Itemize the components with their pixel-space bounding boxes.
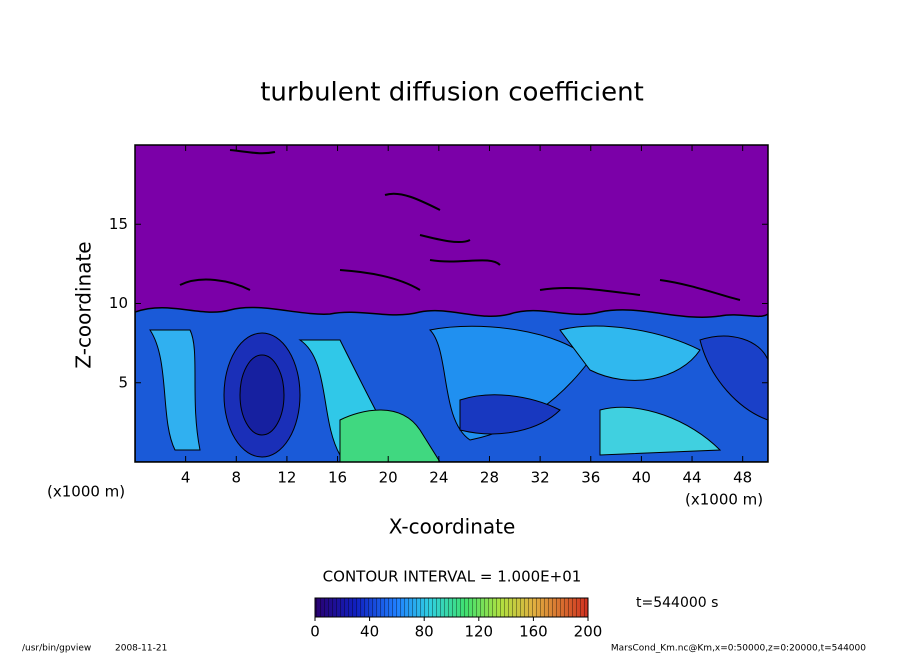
x-tick-label: 40 [632,469,651,487]
x-axis-label: X-coordinate [389,515,516,539]
y-axis-label: Z-coordinate [72,241,96,368]
colorbar-frame [314,597,589,618]
x-axis-unit: (x1000 m) [685,491,763,509]
time-label: t=544000 s [636,595,718,611]
x-tick-label: 28 [480,469,499,487]
chart-title: turbulent diffusion coefficient [260,78,644,108]
y-tick-label: 10 [109,294,128,312]
footer-date: 2008-11-21 [115,644,167,654]
x-tick-label: 44 [682,469,701,487]
colorbar-tick-label: 40 [360,623,379,641]
footer-source: MarsCond_Km.nc@Km,x=0:50000,z=0:20000,t=… [611,644,866,654]
y-axis-unit: (x1000 m) [47,483,125,501]
x-tick-label: 16 [328,469,347,487]
x-tick-label: 24 [429,469,448,487]
colorbar-tick-label: 80 [415,623,434,641]
x-tick-label: 36 [581,469,600,487]
colorbar-tick-label: 200 [574,623,603,641]
y-tick-label: 5 [118,373,128,391]
footer-program: /usr/bin/gpview [22,644,91,654]
contour-interval: CONTOUR INTERVAL = 1.000E+01 [323,568,582,586]
colorbar-tick-label: 160 [519,623,548,641]
colorbar-tick-label: 120 [464,623,493,641]
x-tick-label: 4 [181,469,191,487]
contour-field [135,145,768,462]
x-tick-label: 12 [277,469,296,487]
x-tick-label: 32 [531,469,550,487]
colorbar-tick-label: 0 [310,623,320,641]
x-tick-label: 20 [379,469,398,487]
y-tick-label: 15 [109,215,128,233]
x-tick-label: 8 [232,469,242,487]
x-tick-label: 48 [733,469,752,487]
